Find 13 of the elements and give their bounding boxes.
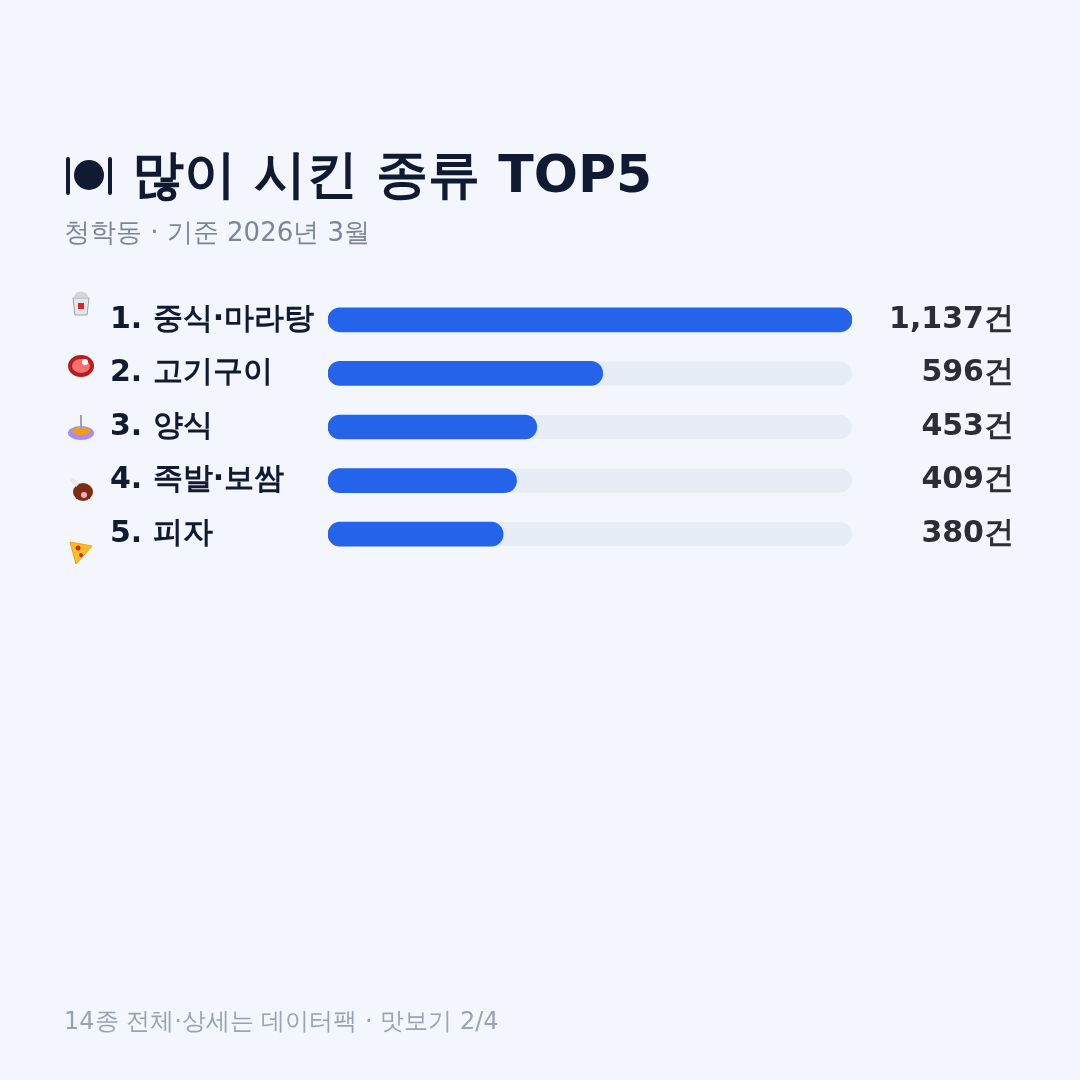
chart-title: 많이 시킨 종류 TOP5	[132, 143, 653, 206]
data-label: 380건	[921, 514, 1014, 549]
y-tick-label: 3. 양식	[110, 406, 213, 442]
chart-subtitle: 청학동 · 기준 2026년 3월	[64, 216, 371, 249]
data-label: 596건	[921, 353, 1014, 389]
data-label: 453건	[921, 406, 1014, 442]
y-tick-label: 5. 피자	[110, 514, 213, 549]
text: 14종 전체·상세는 데이터팩 · 맛보기 2/4	[64, 1006, 499, 1037]
data-label: 409건	[921, 460, 1014, 496]
y-tick-label: 1. 중식·마라탕	[110, 299, 315, 335]
data-label: 1,137건	[889, 299, 1014, 335]
y-tick-label: 4. 족발·보쌈	[110, 460, 285, 496]
y-tick-label: 2. 고기구이	[110, 353, 273, 389]
